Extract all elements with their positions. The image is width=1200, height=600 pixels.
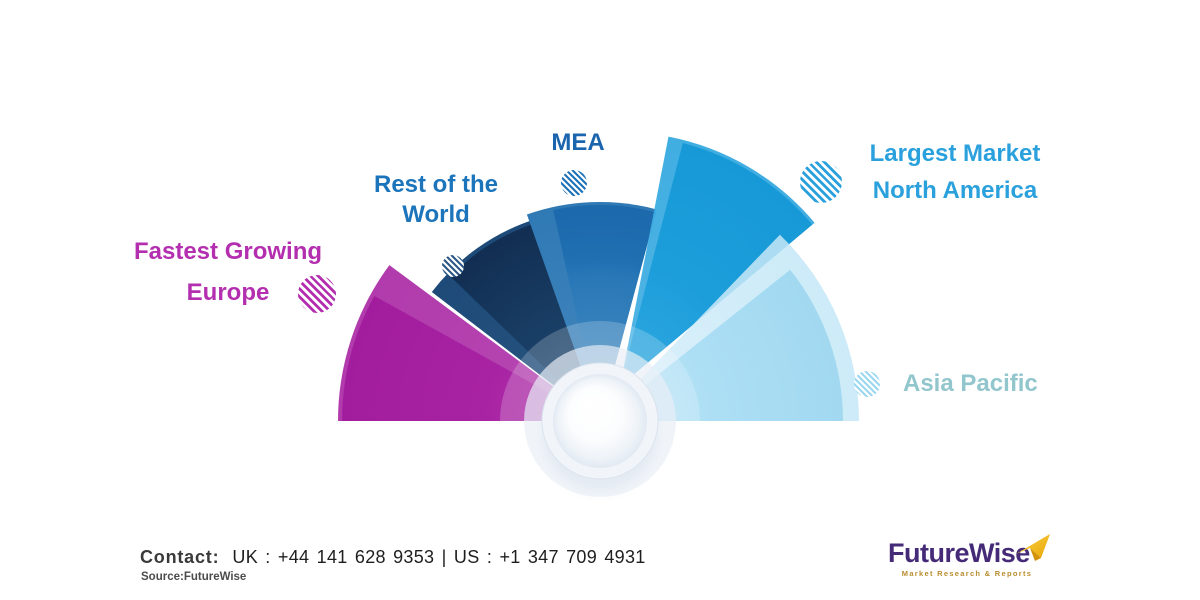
paper-plane-icon [1016,534,1050,561]
futurewise-logo: FutureWise Market Research & Reports [888,534,1050,578]
segment-na-main [620,142,813,386]
label-north-america: Largest Market North America [830,135,1080,209]
label-rest-of-world: Rest of the World [336,170,536,230]
label-asia-pacific-line1: Asia Pacific [903,370,1038,397]
contact-label: Contact: [140,547,220,567]
source-line: Source:FutureWise [141,571,247,583]
legend-dot-asia-pacific [854,371,880,397]
label-europe: Fastest Growing Europe [88,231,368,313]
legend-dot-mea [561,170,587,196]
logo-tagline: Market Research & Reports [901,569,1033,578]
legend-dot-north-america [800,161,842,203]
label-mea: MEA [518,129,638,157]
label-rest-of-world-line2: World [402,201,470,228]
legend-dot-rest-of-world [442,255,464,277]
label-north-america-line1: Largest Market [869,140,1041,167]
label-mea-line1: MEA [551,129,605,156]
legend-dot-europe [298,275,336,313]
label-rest-of-world-line1: Rest of the [373,171,498,198]
segment-mea-main [553,205,656,421]
contact-row: Contact: UK : +44 141 628 9353 | US : +1… [140,547,646,568]
hub-ring [553,374,647,468]
logo-wordmark: FutureWise [888,538,1030,568]
label-europe-line2: Europe [186,279,270,306]
label-north-america-line2: North America [872,177,1038,204]
label-asia-pacific: Asia Pacific [903,370,1123,398]
label-europe-line1: Fastest Growing [133,238,323,265]
contact-value: UK : +44 141 628 9353 | US : +1 347 709 … [232,547,646,567]
